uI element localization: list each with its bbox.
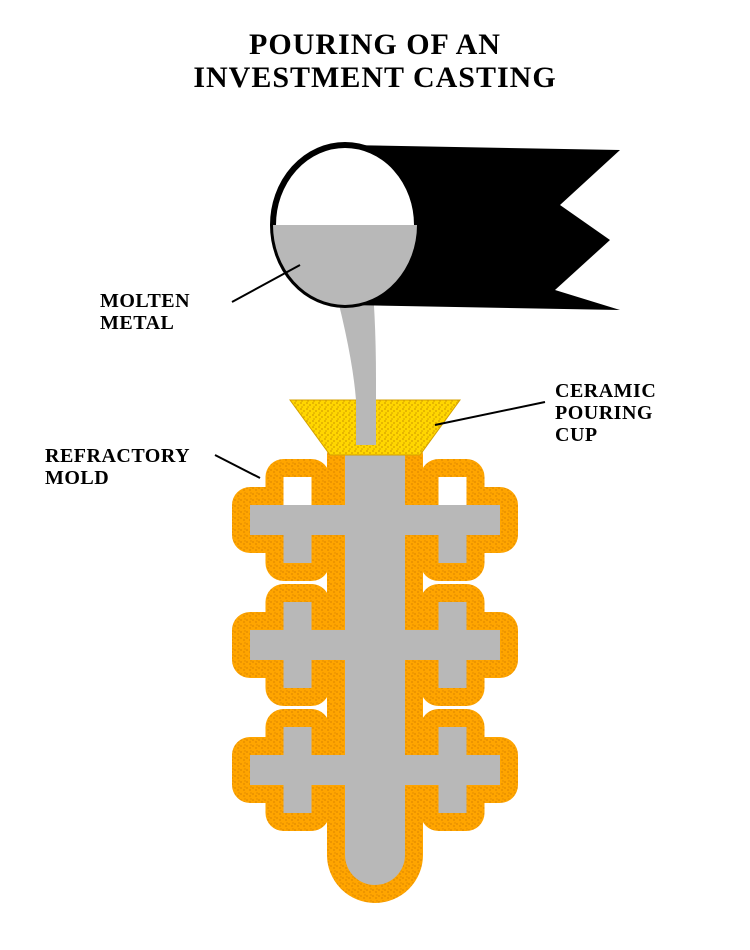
label-refractory-mold: REFRACTORY MOLD (45, 445, 190, 489)
title-line1: POURING OF AN (0, 28, 750, 61)
leader-refractory (215, 455, 260, 478)
leader-molten (232, 265, 300, 302)
title-line2: INVESTMENT CASTING (0, 61, 750, 94)
page-title: POURING OF AN INVESTMENT CASTING (0, 28, 750, 94)
refractory-mold (250, 455, 500, 885)
label-ceramic-cup: CERAMIC POURING CUP (555, 380, 656, 446)
crucible (273, 145, 620, 310)
label-molten-metal: MOLTEN METAL (100, 290, 190, 334)
